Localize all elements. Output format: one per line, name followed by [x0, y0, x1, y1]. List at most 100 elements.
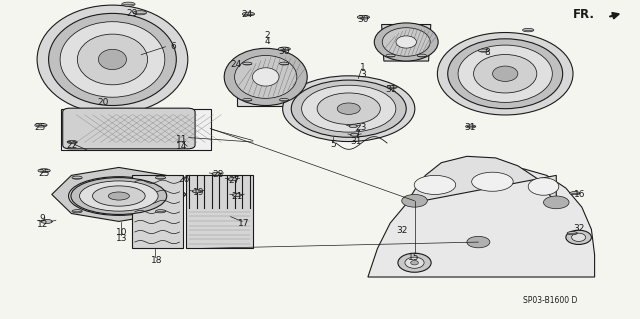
Ellipse shape: [374, 23, 438, 61]
Text: 4: 4: [265, 38, 271, 47]
Text: 19: 19: [193, 188, 204, 197]
Ellipse shape: [243, 62, 252, 65]
Text: 25: 25: [35, 123, 46, 132]
Ellipse shape: [570, 192, 580, 195]
Ellipse shape: [543, 196, 569, 209]
Ellipse shape: [566, 230, 591, 244]
Ellipse shape: [417, 54, 426, 57]
Ellipse shape: [398, 253, 431, 272]
Ellipse shape: [567, 232, 577, 235]
Ellipse shape: [77, 34, 148, 85]
Text: 14: 14: [176, 142, 187, 151]
Ellipse shape: [133, 11, 147, 15]
Ellipse shape: [472, 172, 513, 191]
Ellipse shape: [386, 54, 395, 57]
Ellipse shape: [349, 125, 357, 128]
Bar: [237, 58, 294, 106]
Ellipse shape: [278, 47, 291, 51]
Ellipse shape: [493, 66, 518, 81]
Ellipse shape: [523, 28, 534, 32]
Text: 24: 24: [241, 11, 253, 19]
Text: 3: 3: [360, 70, 365, 79]
Ellipse shape: [387, 85, 397, 89]
Ellipse shape: [396, 36, 417, 48]
Ellipse shape: [41, 219, 52, 223]
Ellipse shape: [405, 257, 424, 268]
Ellipse shape: [67, 140, 77, 144]
Ellipse shape: [38, 169, 51, 173]
Ellipse shape: [37, 5, 188, 114]
Text: 9: 9: [39, 214, 45, 223]
Ellipse shape: [68, 177, 169, 215]
Polygon shape: [381, 25, 431, 61]
Ellipse shape: [317, 93, 380, 124]
Ellipse shape: [243, 98, 252, 101]
Ellipse shape: [528, 178, 559, 195]
Ellipse shape: [283, 76, 415, 142]
Ellipse shape: [466, 125, 476, 128]
Ellipse shape: [93, 186, 145, 206]
Ellipse shape: [212, 172, 221, 175]
Text: 28: 28: [212, 170, 223, 179]
Polygon shape: [406, 156, 556, 204]
Text: 30: 30: [278, 47, 289, 56]
Ellipse shape: [291, 80, 406, 137]
Ellipse shape: [224, 48, 307, 106]
Text: 27: 27: [228, 176, 239, 185]
Text: 31: 31: [386, 85, 397, 94]
Ellipse shape: [350, 133, 358, 136]
Ellipse shape: [252, 68, 279, 86]
Text: 17: 17: [237, 219, 249, 228]
Text: 5: 5: [330, 140, 335, 149]
Text: 29: 29: [126, 9, 138, 18]
Ellipse shape: [280, 62, 289, 65]
Ellipse shape: [235, 56, 297, 98]
Ellipse shape: [79, 181, 158, 211]
Text: 23: 23: [355, 123, 367, 132]
Ellipse shape: [467, 236, 490, 248]
Text: 15: 15: [408, 254, 420, 263]
Ellipse shape: [402, 195, 428, 207]
Text: SP03-B1600 D: SP03-B1600 D: [523, 296, 577, 305]
Text: FR.: FR.: [573, 9, 595, 21]
Ellipse shape: [280, 98, 289, 101]
Text: 31: 31: [350, 137, 362, 146]
Ellipse shape: [192, 190, 201, 193]
Ellipse shape: [474, 55, 537, 93]
Text: 7: 7: [354, 130, 360, 139]
Ellipse shape: [156, 210, 166, 213]
FancyBboxPatch shape: [63, 108, 195, 149]
Text: 1: 1: [360, 63, 365, 72]
Text: 10: 10: [116, 228, 128, 237]
Ellipse shape: [60, 22, 165, 97]
Ellipse shape: [99, 49, 127, 70]
Ellipse shape: [458, 45, 552, 102]
Ellipse shape: [382, 28, 430, 56]
Ellipse shape: [122, 2, 135, 6]
Ellipse shape: [49, 13, 176, 106]
Text: 20: 20: [97, 98, 109, 107]
Polygon shape: [52, 167, 186, 221]
Ellipse shape: [228, 178, 237, 181]
Ellipse shape: [437, 33, 573, 115]
Text: 24: 24: [230, 60, 241, 69]
Ellipse shape: [478, 49, 488, 52]
Ellipse shape: [72, 210, 82, 213]
Ellipse shape: [572, 233, 586, 241]
Ellipse shape: [232, 194, 241, 197]
Text: 8: 8: [484, 48, 490, 57]
Ellipse shape: [156, 176, 166, 179]
Ellipse shape: [448, 39, 563, 109]
Text: 18: 18: [152, 256, 163, 265]
Text: 26: 26: [179, 175, 189, 184]
Text: 30: 30: [357, 15, 369, 24]
Ellipse shape: [357, 15, 369, 19]
Text: 32: 32: [573, 224, 585, 233]
Ellipse shape: [337, 103, 360, 115]
Text: 21: 21: [231, 191, 243, 201]
Bar: [186, 175, 253, 249]
Text: 13: 13: [116, 234, 128, 243]
Polygon shape: [368, 166, 595, 277]
Ellipse shape: [414, 175, 456, 195]
Text: 16: 16: [573, 190, 585, 199]
